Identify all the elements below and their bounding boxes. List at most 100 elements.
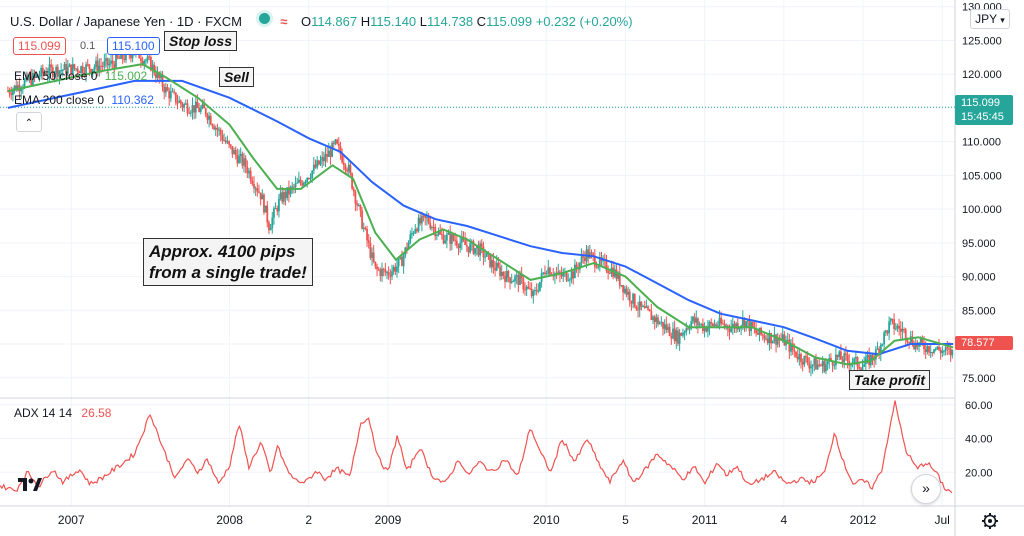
candle-body [826, 361, 829, 365]
candle-body [120, 52, 122, 59]
candle-body [705, 326, 708, 332]
candle-body [502, 271, 505, 276]
candle-body [460, 237, 463, 243]
candle-body [174, 92, 177, 103]
price-axis-labels[interactable]: 75.00080.00085.00090.00095.000100.000105… [962, 2, 1002, 385]
candle-body [306, 177, 309, 182]
candle-body [317, 160, 320, 165]
market-status-icon[interactable] [255, 10, 273, 27]
time-tick-label: Jul [934, 513, 949, 527]
candle-body [150, 57, 152, 71]
candle-body [264, 205, 267, 213]
candle-body [788, 339, 791, 352]
candle-body [951, 349, 954, 356]
candle-body [889, 318, 892, 322]
candle-body [575, 264, 578, 269]
candle-body [683, 332, 686, 334]
candle-body [775, 334, 777, 345]
buy-price-button[interactable]: 115.100 [107, 37, 160, 55]
change-value: +0.232 (+0.20%) [535, 14, 633, 29]
pips-annotation[interactable]: Approx. 4100 pips from a single trade! [143, 238, 313, 286]
candle-body [914, 342, 917, 350]
chevron-up-icon: ⌃ [24, 118, 34, 129]
candle-body [690, 321, 693, 329]
adx-line [0, 400, 953, 494]
candle-body [371, 252, 373, 258]
candle-body [535, 290, 538, 292]
candle-body [382, 268, 385, 270]
candle-body [492, 260, 495, 268]
candle-body [364, 227, 367, 230]
time-axis-labels[interactable]: 2007 2008 2 2009 2010 5 2011 4 2012 Jul [58, 513, 950, 527]
candle-body [48, 64, 51, 74]
candle-body [840, 351, 842, 360]
candle-body [193, 105, 196, 113]
candle-body [815, 358, 817, 370]
candle-body [711, 323, 714, 327]
candle-body [321, 157, 324, 161]
sell-annotation[interactable]: Sell [219, 67, 254, 87]
candle-body [414, 229, 417, 233]
candle-body [720, 317, 723, 324]
scroll-to-realtime-button[interactable]: » [911, 474, 941, 504]
settings-gear-icon[interactable] [982, 513, 998, 529]
candle-body [432, 227, 435, 229]
wave-icon[interactable]: ≈ [280, 14, 288, 29]
candle-body [472, 241, 475, 254]
candle-body [281, 192, 284, 202]
candle-body [810, 366, 812, 369]
ema200-legend[interactable]: EMA 200 close 0 110.362 [14, 93, 154, 107]
candle-body [417, 217, 420, 232]
candle-body [894, 328, 897, 330]
candle-body [307, 177, 310, 179]
candle-body [384, 269, 387, 273]
candle-body [939, 349, 942, 354]
candle-body [88, 64, 91, 70]
candle-body [593, 255, 596, 267]
candle-body [56, 66, 59, 77]
currency-selector[interactable]: JPY ▾ [970, 9, 1010, 29]
candle-body [279, 192, 282, 199]
candle-body [101, 66, 104, 68]
candle-body [213, 126, 215, 130]
candle-body [881, 344, 884, 346]
candle-body [926, 345, 929, 352]
candle-body [442, 234, 445, 244]
candle-body [793, 349, 796, 352]
candle-body [677, 330, 679, 344]
candle-body [256, 188, 259, 192]
candle-body [314, 164, 317, 168]
candle-body [45, 73, 48, 76]
stop-loss-annotation[interactable]: Stop loss [164, 31, 238, 51]
candle-body [296, 182, 299, 184]
candle-body [111, 60, 114, 64]
candle-body [130, 54, 132, 59]
sell-price-button[interactable]: 115.099 [13, 37, 66, 55]
collapse-legend-button[interactable]: ⌃ [16, 112, 42, 132]
candle-body [640, 301, 643, 307]
candle-body [274, 208, 277, 210]
candle-body [273, 208, 275, 218]
symbol-title[interactable]: U.S. Dollar / Japanese Yen · 1D · FXCM [10, 14, 242, 29]
candle-body [873, 359, 876, 361]
take-profit-annotation[interactable]: Take profit [849, 370, 931, 390]
candle-body [268, 222, 270, 231]
candle-body [507, 271, 510, 278]
candle-body [125, 49, 127, 61]
candle-body [790, 343, 792, 352]
candle-body [635, 306, 638, 310]
candle-body [75, 68, 77, 70]
ema50-legend[interactable]: EMA 50 close 0 115.002 [14, 69, 148, 83]
candle-body [854, 357, 857, 359]
candle-body [844, 353, 847, 355]
adx-legend[interactable]: ADX 14 14 26.58 [14, 406, 112, 420]
adx-value: 26.58 [81, 406, 112, 420]
candle-body [171, 91, 174, 93]
candle-body [763, 335, 766, 339]
candle-body [888, 321, 891, 334]
candle-body [805, 355, 807, 358]
adx-axis-labels[interactable]: 20.00 40.00 60.00 [965, 400, 993, 480]
candle-body [670, 336, 673, 339]
candle-body [116, 54, 119, 58]
